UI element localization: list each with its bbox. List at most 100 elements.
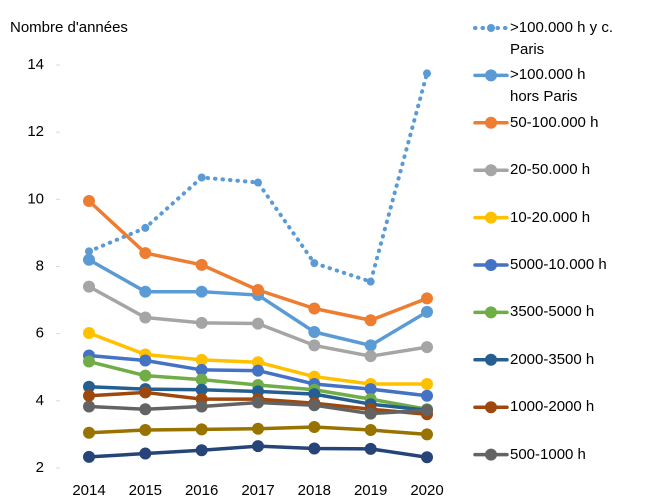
series-marker bbox=[195, 423, 208, 436]
y-tick-label: 14 bbox=[27, 56, 44, 73]
y-tick-label: 4 bbox=[36, 392, 44, 409]
y-tick-label: 8 bbox=[36, 257, 44, 274]
legend-marker bbox=[485, 69, 497, 82]
series-marker bbox=[139, 285, 152, 298]
series-marker bbox=[83, 380, 95, 393]
series-marker bbox=[139, 386, 152, 399]
series-marker bbox=[308, 442, 321, 455]
y-tick-label: 2 bbox=[36, 459, 44, 476]
x-tick-label: 2017 bbox=[241, 482, 274, 499]
series-marker bbox=[308, 388, 321, 401]
series-marker bbox=[252, 284, 264, 297]
legend-marker bbox=[485, 259, 497, 271]
series-marker bbox=[83, 280, 95, 293]
y-axis-label: Nombre d'années bbox=[10, 19, 128, 36]
series-marker bbox=[85, 247, 93, 256]
series-marker bbox=[421, 341, 433, 354]
legend-label: 10-20.000 h bbox=[510, 208, 591, 226]
series-marker bbox=[195, 444, 208, 457]
legend-label: 1000-2000 h bbox=[510, 398, 595, 416]
series-marker bbox=[139, 424, 152, 437]
x-tick-label: 2019 bbox=[354, 482, 387, 499]
series-marker bbox=[310, 259, 319, 268]
series-marker bbox=[139, 447, 152, 460]
legend-marker bbox=[485, 353, 497, 366]
series-marker bbox=[139, 311, 152, 324]
series-marker bbox=[139, 369, 152, 382]
series-marker bbox=[308, 421, 321, 434]
series-marker bbox=[195, 258, 208, 271]
series-marker bbox=[421, 428, 433, 441]
series-marker bbox=[364, 424, 377, 437]
series-line bbox=[87, 199, 429, 322]
series-marker bbox=[195, 353, 208, 366]
x-tick-label: 2014 bbox=[72, 482, 105, 499]
legend-label: 500-1000 h bbox=[510, 445, 586, 463]
series-marker bbox=[195, 400, 208, 413]
legend-marker bbox=[485, 116, 497, 129]
legend-marker bbox=[487, 24, 495, 32]
series-marker bbox=[364, 383, 377, 396]
legend-marker bbox=[485, 306, 497, 319]
series-marker bbox=[364, 442, 377, 455]
y-tick-label: 6 bbox=[36, 325, 44, 342]
series-marker bbox=[421, 404, 433, 417]
series-marker bbox=[421, 292, 433, 305]
series-marker bbox=[139, 247, 152, 260]
y-tick-label: 10 bbox=[27, 190, 44, 207]
legend-label: >100.000 h hors Paris bbox=[510, 66, 586, 106]
legend-label: 50-100.000 h bbox=[510, 113, 599, 131]
legend-label: 5000-10.000 h bbox=[510, 256, 607, 273]
series-marker bbox=[83, 400, 95, 413]
series-marker bbox=[252, 422, 264, 435]
series-marker bbox=[366, 277, 375, 286]
series-marker bbox=[364, 350, 377, 363]
series-marker bbox=[252, 317, 264, 330]
series-marker bbox=[252, 356, 264, 369]
series-marker bbox=[308, 399, 321, 412]
x-tick-label: 2018 bbox=[298, 482, 331, 499]
series-marker bbox=[364, 314, 377, 327]
legend-label: 3500-5000 h bbox=[510, 303, 595, 321]
series-marker bbox=[364, 407, 377, 420]
x-tick-label: 2016 bbox=[185, 482, 218, 499]
series-marker bbox=[83, 450, 95, 463]
series-marker bbox=[195, 373, 208, 386]
series-marker bbox=[195, 316, 208, 329]
series-marker bbox=[421, 378, 433, 391]
series-marker bbox=[421, 451, 433, 464]
series-line bbox=[87, 71, 429, 284]
legend-marker bbox=[485, 164, 497, 177]
series-marker bbox=[308, 339, 321, 352]
series-marker bbox=[197, 173, 206, 182]
legend-label: 2000-3500 h bbox=[510, 350, 595, 368]
series-marker bbox=[195, 383, 208, 396]
series-marker bbox=[83, 195, 95, 208]
series-marker bbox=[195, 363, 208, 376]
series-marker bbox=[139, 354, 152, 367]
series-marker bbox=[308, 302, 321, 315]
x-tick-label: 2015 bbox=[129, 482, 162, 499]
series-marker bbox=[254, 178, 262, 187]
x-tick-label: 2020 bbox=[410, 482, 443, 499]
series-marker bbox=[83, 426, 95, 439]
series-marker bbox=[83, 326, 95, 339]
series-marker bbox=[83, 253, 95, 266]
y-tick-label: 12 bbox=[27, 123, 44, 140]
legend-marker bbox=[485, 448, 497, 461]
legend-marker bbox=[485, 401, 497, 414]
series-marker bbox=[364, 339, 377, 352]
series-marker bbox=[308, 325, 321, 338]
legend-marker bbox=[485, 211, 497, 224]
series-marker bbox=[252, 440, 264, 453]
series-marker bbox=[83, 355, 95, 368]
series-marker bbox=[423, 69, 431, 78]
series-marker bbox=[252, 396, 264, 409]
legend-label: >100.000 h y c. Paris bbox=[510, 19, 613, 58]
series-marker bbox=[421, 389, 433, 402]
series-marker bbox=[195, 285, 208, 298]
series-line bbox=[87, 258, 429, 348]
legend-label: 20-50.000 h bbox=[510, 161, 591, 179]
